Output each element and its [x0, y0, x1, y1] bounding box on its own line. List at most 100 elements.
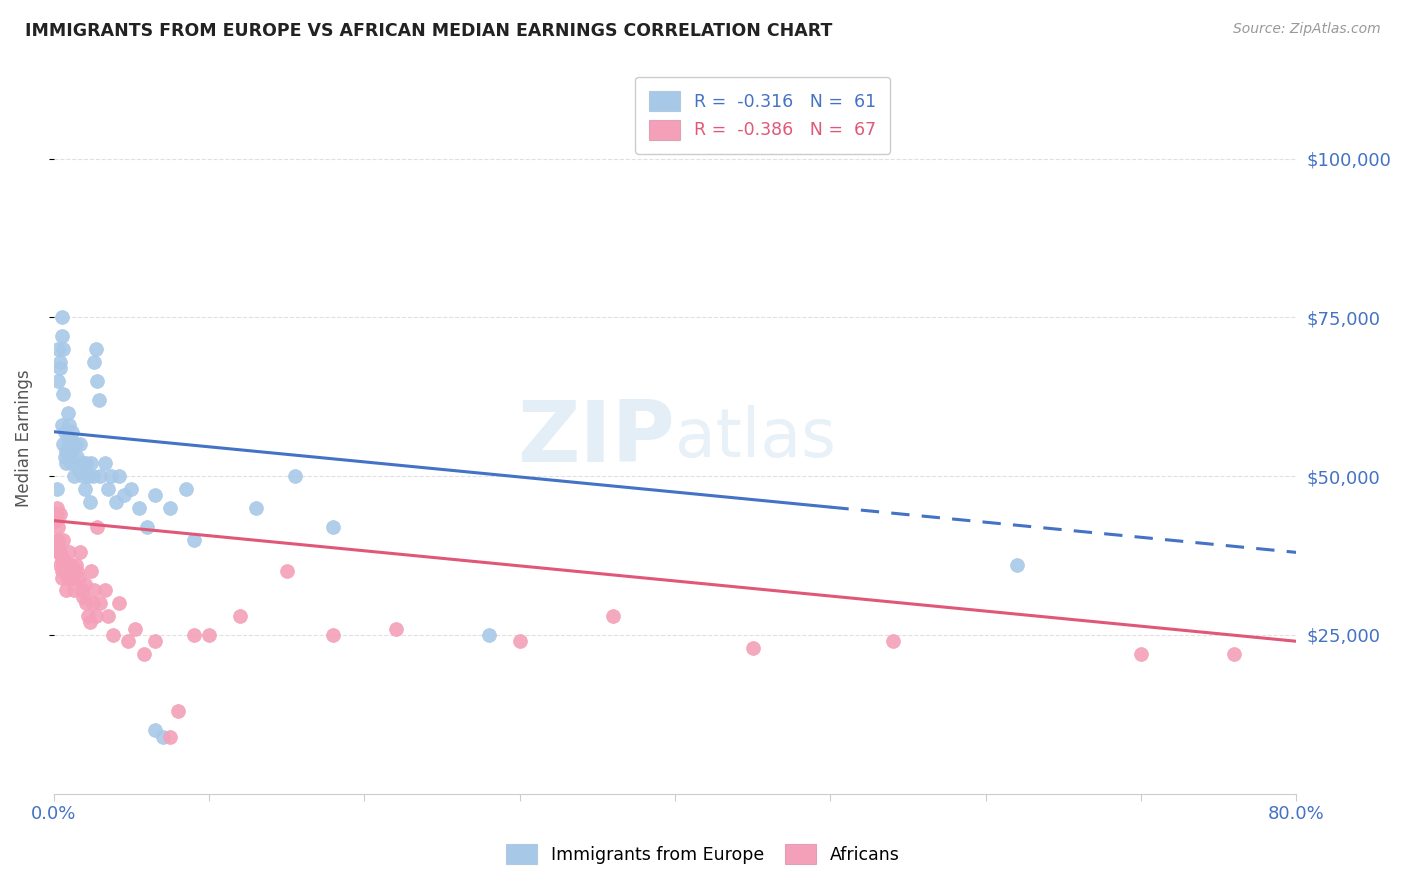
Point [59, 457, 82, 471]
Text: IMMIGRANTS FROM EUROPE VS AFRICAN MEDIAN EARNINGS CORRELATION CHART: IMMIGRANTS FROM EUROPE VS AFRICAN MEDIAN… [25, 22, 832, 40]
Point [159, 730, 181, 744]
Point [62, 443, 84, 458]
Point [108, 469, 131, 483]
Point [56, 571, 79, 585]
Point [49, 355, 72, 369]
Point [56, 431, 79, 445]
Point [84, 608, 107, 623]
Point [51, 571, 73, 585]
Point [52, 533, 75, 547]
Point [100, 469, 122, 483]
Point [77, 608, 100, 623]
Point [66, 565, 89, 579]
Text: atlas: atlas [675, 405, 837, 471]
Point [322, 628, 344, 642]
Point [159, 500, 181, 515]
Point [65, 558, 87, 572]
Point [117, 634, 139, 648]
Point [112, 488, 135, 502]
Point [52, 437, 75, 451]
Point [45, 508, 67, 522]
Point [48, 545, 70, 559]
Point [84, 342, 107, 356]
Point [56, 406, 79, 420]
Point [52, 558, 75, 572]
Point [69, 437, 91, 451]
Point [245, 500, 267, 515]
Point [86, 520, 108, 534]
Point [51, 565, 73, 579]
Point [58, 437, 80, 451]
Point [69, 545, 91, 559]
Text: Source: ZipAtlas.com: Source: ZipAtlas.com [1233, 22, 1381, 37]
Point [741, 640, 763, 655]
Point [49, 508, 72, 522]
Point [75, 457, 97, 471]
Point [49, 545, 72, 559]
Point [143, 488, 166, 502]
Point [70, 583, 93, 598]
Point [51, 418, 73, 433]
Legend: R =  -0.316   N =  61, R =  -0.386   N =  67: R = -0.316 N = 61, R = -0.386 N = 67 [636, 77, 890, 153]
Point [143, 723, 166, 738]
Point [53, 450, 76, 464]
Point [80, 565, 103, 579]
Point [53, 558, 76, 572]
Point [136, 520, 159, 534]
Point [51, 310, 73, 325]
Point [58, 545, 80, 559]
Point [49, 558, 72, 572]
Point [104, 494, 127, 508]
Point [45, 482, 67, 496]
Point [167, 704, 190, 718]
Point [143, 634, 166, 648]
Point [44, 514, 66, 528]
Point [58, 571, 80, 585]
Point [44, 508, 66, 522]
Point [48, 539, 70, 553]
Point [48, 533, 70, 547]
Point [174, 482, 197, 496]
Point [152, 730, 174, 744]
Text: ZIP: ZIP [517, 397, 675, 480]
Point [478, 628, 501, 642]
Point [55, 558, 77, 572]
Point [55, 443, 77, 458]
Point [48, 374, 70, 388]
Legend: Immigrants from Europe, Africans: Immigrants from Europe, Africans [498, 835, 908, 872]
Point [183, 628, 205, 642]
Point [97, 482, 120, 496]
Point [48, 342, 70, 356]
Point [77, 469, 100, 483]
Point [51, 329, 73, 343]
Point [94, 583, 117, 598]
Point [1130, 647, 1153, 661]
Point [52, 342, 75, 356]
Point [62, 425, 84, 439]
Point [83, 355, 105, 369]
Y-axis label: Median Earnings: Median Earnings [15, 369, 32, 507]
Point [183, 533, 205, 547]
Point [48, 520, 70, 534]
Point [79, 615, 101, 630]
Point [52, 551, 75, 566]
Point [67, 463, 90, 477]
Point [49, 361, 72, 376]
Point [384, 622, 406, 636]
Point [55, 457, 77, 471]
Point [67, 571, 90, 585]
Point [73, 577, 96, 591]
Point [128, 500, 150, 515]
Point [97, 608, 120, 623]
Point [63, 469, 86, 483]
Point [63, 583, 86, 598]
Point [83, 583, 105, 598]
Point [51, 551, 73, 566]
Point [55, 583, 77, 598]
Point [62, 571, 84, 585]
Point [132, 647, 155, 661]
Point [53, 565, 76, 579]
Point [108, 596, 131, 610]
Point [56, 558, 79, 572]
Point [229, 608, 252, 623]
